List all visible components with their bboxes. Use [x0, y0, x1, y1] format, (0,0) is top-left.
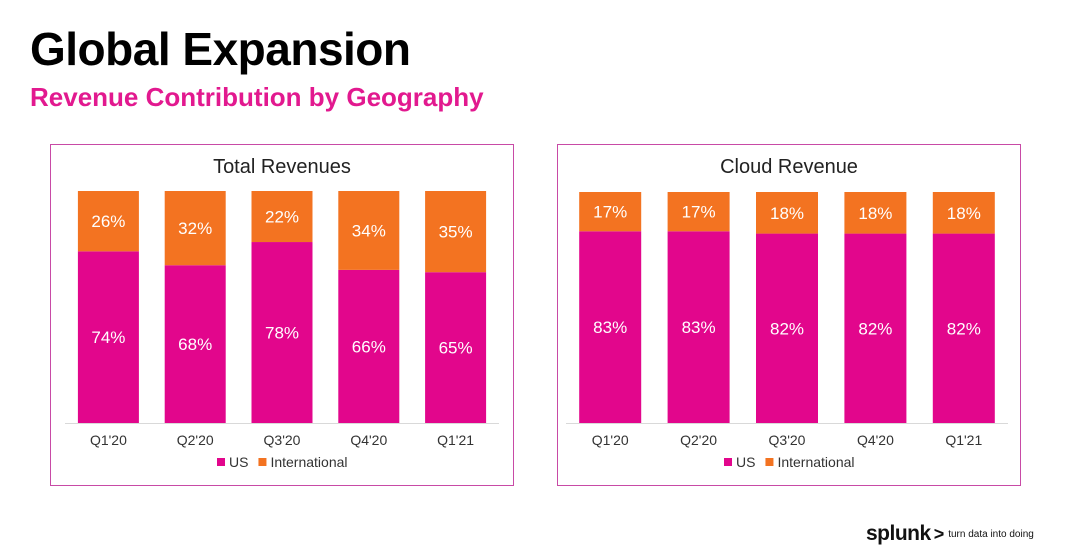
x-tick-label: Q3'20 — [769, 432, 806, 448]
data-label-us-q3-20: 82% — [770, 319, 804, 338]
bar-international-q1-20 — [579, 192, 642, 232]
data-label-us-q1-20: 83% — [593, 318, 627, 337]
legend-swatch-international — [765, 458, 774, 466]
data-label-international-q4-20: 34% — [352, 221, 386, 240]
legend-label-international: International — [270, 454, 347, 470]
bar-international-q2-20 — [667, 192, 730, 232]
data-label-us-q1-20: 74% — [91, 328, 125, 347]
bar-us-q2-20 — [667, 231, 730, 423]
splunk-logo: splunk — [866, 522, 931, 545]
splunk-branding: splunk > turn data into doing — [866, 522, 1034, 546]
bar-us-q1-20 — [77, 251, 139, 423]
bar-international-q3-20 — [756, 192, 818, 234]
bar-us-q4-20 — [338, 269, 400, 423]
legend-label-international: International — [777, 454, 854, 470]
x-tick-label: Q4'20 — [857, 432, 894, 448]
data-label-us-q4-20: 82% — [858, 319, 892, 338]
bar-international-q2-20 — [164, 191, 226, 266]
chart-title: Cloud Revenue — [720, 156, 858, 178]
bar-us-q1-20 — [579, 231, 642, 423]
x-tick-label: Q1'21 — [437, 432, 474, 448]
bar-us-q1-21 — [932, 233, 995, 423]
data-label-international-q1-20: 26% — [91, 212, 125, 231]
legend-label-us: US — [229, 454, 248, 470]
x-tick-label: Q2'20 — [177, 432, 214, 448]
data-label-us-q2-20: 68% — [178, 335, 212, 354]
page-title: Global Expansion — [30, 23, 411, 75]
data-label-us-q3-20: 78% — [265, 324, 299, 343]
bar-international-q1-21 — [932, 192, 995, 234]
legend-label-us: US — [736, 454, 755, 470]
cloud-revenue-chart: Cloud Revenue 83% 17% Q1'20 83% 17% Q2'20 82% 18… — [566, 156, 1008, 470]
legend-swatch-international — [258, 458, 267, 466]
x-tick-label: Q4'20 — [350, 432, 387, 448]
tagline: turn data into doing — [948, 528, 1034, 540]
bar-international-q3-20 — [251, 191, 313, 243]
bar-us-q4-20 — [844, 233, 907, 423]
x-tick-label: Q3'20 — [264, 432, 301, 448]
total-revenues-chart-panel: Total Revenues 74% 26% Q1'20 68% 32% Q2'20 78% 2… — [50, 144, 514, 486]
x-tick-label: Q2'20 — [680, 432, 717, 448]
data-label-us-q2-20: 83% — [682, 318, 716, 337]
bar-us-q2-20 — [164, 265, 226, 423]
cloud-revenue-chart-panel: Cloud Revenue 83% 17% Q1'20 83% 17% Q2'20 82% 18… — [557, 144, 1021, 486]
data-label-international-q1-21: 35% — [439, 223, 473, 242]
legend-swatch-us — [724, 458, 732, 466]
total-revenues-chart: Total Revenues 74% 26% Q1'20 68% 32% Q2'20 78% 2… — [65, 156, 499, 470]
data-label-international-q2-20: 17% — [682, 203, 716, 222]
x-tick-label: Q1'21 — [945, 432, 982, 448]
data-label-international-q3-20: 22% — [265, 208, 299, 227]
bar-international-q4-20 — [844, 192, 907, 234]
data-label-us-q1-21: 65% — [439, 339, 473, 358]
page-subtitle: Revenue Contribution by Geography — [30, 82, 484, 112]
bar-international-q4-20 — [338, 191, 400, 270]
x-tick-label: Q1'20 — [592, 432, 629, 448]
bar-us-q3-20 — [756, 233, 818, 423]
legend-swatch-us — [217, 458, 225, 466]
data-label-us-q4-20: 66% — [352, 337, 386, 356]
chevron-right-icon: > — [933, 523, 945, 544]
data-label-us-q1-21: 82% — [947, 319, 981, 338]
bar-us-q1-21 — [425, 272, 487, 423]
data-label-international-q1-20: 17% — [593, 203, 627, 222]
data-label-international-q4-20: 18% — [858, 204, 892, 223]
x-tick-label: Q1'20 — [90, 432, 127, 448]
data-label-international-q3-20: 18% — [770, 204, 804, 223]
bar-international-q1-20 — [77, 191, 139, 252]
chart-title: Total Revenues — [213, 156, 351, 178]
data-label-international-q2-20: 32% — [178, 219, 212, 238]
bar-us-q3-20 — [251, 242, 313, 423]
bar-international-q1-21 — [425, 191, 487, 273]
data-label-international-q1-21: 18% — [947, 204, 981, 223]
